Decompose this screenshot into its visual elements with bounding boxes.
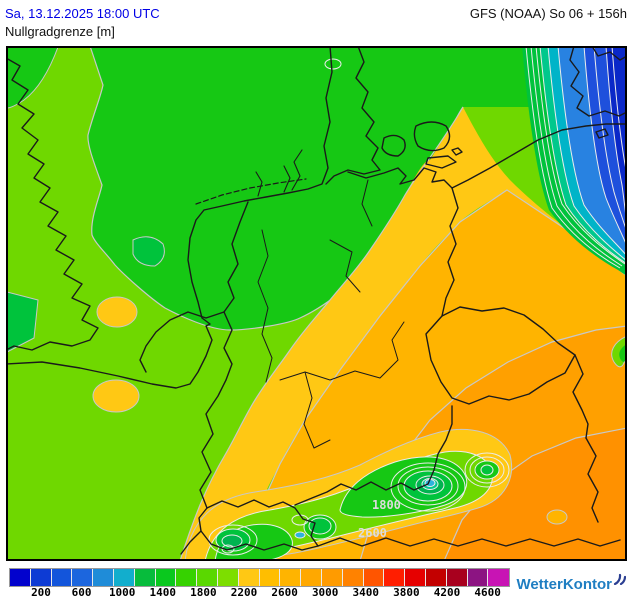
legend-tick-label: 2200 <box>230 586 258 599</box>
legend-swatch <box>301 569 322 586</box>
header-model-run: GFS (NOAA) So 06 + 156h <box>469 6 627 21</box>
map-parameter-title: Nullgradgrenze [m] <box>5 24 115 39</box>
legend-swatch <box>405 569 426 586</box>
legend-swatch <box>488 569 510 586</box>
wetterkontor-logo-text: WetterKontor <box>516 576 612 593</box>
legend-swatch <box>238 569 260 586</box>
legend-tick-label: 1000 <box>108 586 136 599</box>
legend-swatch <box>259 569 281 586</box>
legend-swatch <box>51 569 73 586</box>
legend-swatch <box>280 569 302 586</box>
legend-swatch <box>93 569 114 586</box>
legend-swatch <box>384 569 406 586</box>
legend-swatch <box>446 569 468 586</box>
contour-label-1800: 1800 <box>372 498 401 512</box>
header-datetime: Sa, 13.12.2025 18:00 UTC <box>5 6 160 21</box>
legend-swatch <box>467 569 489 586</box>
coastlines-and-borders <box>7 47 626 555</box>
legend-swatch <box>155 569 177 586</box>
legend-tick-label: 1400 <box>149 586 177 599</box>
legend-swatch <box>321 569 343 586</box>
legend-swatches <box>9 568 511 587</box>
legend-tick-label: 1800 <box>190 586 217 599</box>
legend-swatch <box>363 569 385 586</box>
legend-swatch <box>217 569 239 586</box>
legend-swatch <box>113 569 135 586</box>
legend-tick-label: 2600 <box>271 586 298 599</box>
logo-swoosh-icon <box>613 573 626 585</box>
legend-tick-label: 3000 <box>311 586 339 599</box>
legend-swatch <box>342 569 364 586</box>
legend-swatch <box>30 569 52 586</box>
wetterkontor-logo: WetterKontor <box>516 573 626 593</box>
legend-labels: 200 600 1000 1400 1800 2200 2600 3000 3400 3800 42… <box>0 586 633 599</box>
contour-label-2600: 2600 <box>358 526 387 540</box>
legend-swatch <box>72 569 94 586</box>
legend-tick-label: 3400 <box>352 586 380 599</box>
legend-swatch <box>176 569 198 586</box>
baltic-cold-wedge <box>324 47 626 276</box>
legend-tick-label: 200 <box>31 586 51 599</box>
legend-swatch <box>197 569 218 586</box>
contour-fill-layers <box>7 47 626 560</box>
legend-swatch <box>425 569 447 586</box>
legend-swatch <box>134 569 156 586</box>
legend-tick-label: 600 <box>71 586 92 599</box>
legend-tick-label: 3800 <box>393 586 420 599</box>
legend-swatch <box>10 569 31 586</box>
map-frame <box>6 46 627 561</box>
legend-tick-label: 4200 <box>433 586 461 599</box>
legend-tick-label: 4600 <box>474 586 501 599</box>
